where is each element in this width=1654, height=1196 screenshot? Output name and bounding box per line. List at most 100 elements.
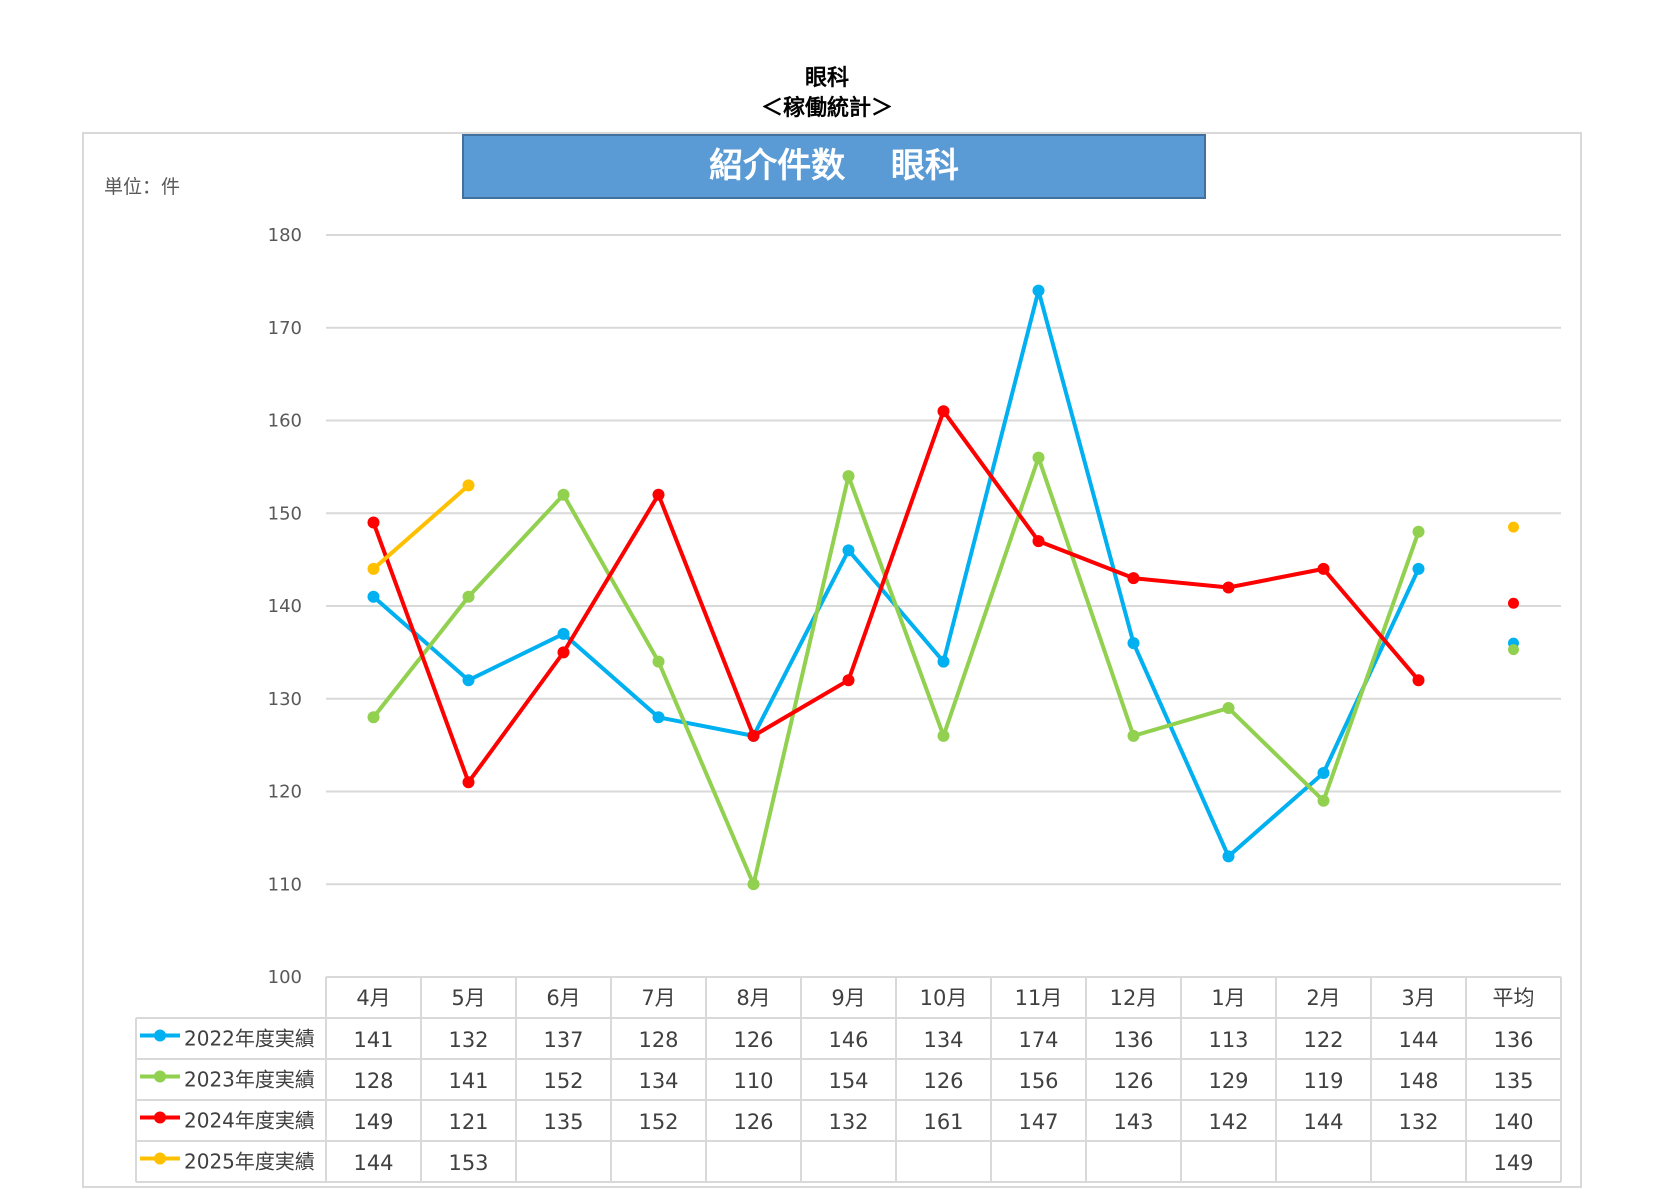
data-cell: 147 xyxy=(1018,1110,1058,1134)
data-point xyxy=(842,544,855,557)
data-cell: 135 xyxy=(543,1110,583,1134)
data-cell: 132 xyxy=(1398,1110,1438,1134)
x-category-label: 平均 xyxy=(1493,986,1535,1010)
average-point xyxy=(1508,597,1519,609)
data-cell: 132 xyxy=(448,1028,488,1052)
legend-label: 2023年度実績 xyxy=(184,1068,315,1092)
legend-marker xyxy=(154,1152,166,1165)
data-point xyxy=(747,729,760,742)
legend-marker xyxy=(154,1029,166,1042)
data-point xyxy=(1032,535,1045,548)
chart-frame xyxy=(82,132,1582,1188)
data-cell: 110 xyxy=(733,1069,773,1093)
data-point xyxy=(1222,702,1235,715)
data-point xyxy=(1412,525,1425,538)
average-point xyxy=(1508,644,1519,656)
data-point xyxy=(557,627,570,640)
data-point xyxy=(1317,766,1330,779)
data-cell: 161 xyxy=(923,1110,963,1134)
data-cell: 148 xyxy=(1398,1069,1438,1093)
data-point xyxy=(1222,850,1235,863)
x-category-label: 5月 xyxy=(451,986,485,1010)
page-title: 眼科 xyxy=(804,66,849,91)
data-point xyxy=(367,711,380,724)
data-point xyxy=(1317,562,1330,575)
data-cell: 154 xyxy=(828,1069,868,1093)
legend-label: 2022年度実績 xyxy=(184,1027,315,1051)
data-cell: 149 xyxy=(353,1110,393,1134)
data-cell: 128 xyxy=(353,1069,393,1093)
data-point xyxy=(557,646,570,659)
unit-label: 単位：件 xyxy=(104,176,181,198)
series-line-2024年度実績 xyxy=(371,409,1421,785)
data-cell: 152 xyxy=(543,1069,583,1093)
series-line-2022年度実績 xyxy=(372,288,1421,859)
data-cell: 174 xyxy=(1018,1028,1058,1052)
data-point xyxy=(652,711,665,724)
average-cell: 140 xyxy=(1493,1110,1533,1134)
data-cell: 119 xyxy=(1303,1069,1343,1093)
data-point xyxy=(1127,572,1140,585)
data-cell: 144 xyxy=(1398,1028,1438,1052)
data-cell: 142 xyxy=(1208,1110,1248,1134)
y-tick-label: 140 xyxy=(268,596,302,617)
data-point xyxy=(842,470,855,483)
data-cell: 126 xyxy=(733,1110,773,1134)
data-cell: 122 xyxy=(1303,1028,1343,1052)
data-point xyxy=(937,729,950,742)
data-cell: 132 xyxy=(828,1110,868,1134)
data-cell: 113 xyxy=(1208,1028,1248,1052)
data-point xyxy=(1032,284,1045,297)
y-tick-label: 170 xyxy=(268,318,302,339)
x-category-label: 3月 xyxy=(1401,986,1435,1010)
data-point xyxy=(652,655,665,668)
data-cell: 129 xyxy=(1208,1069,1248,1093)
series-line-2023年度実績 xyxy=(371,455,1421,887)
data-point xyxy=(1127,637,1140,650)
average-cell: 149 xyxy=(1493,1151,1533,1175)
data-cell: 146 xyxy=(828,1028,868,1052)
data-cell: 134 xyxy=(638,1069,678,1093)
data-point xyxy=(557,488,570,501)
data-point xyxy=(1222,581,1235,594)
data-cell: 156 xyxy=(1018,1069,1058,1093)
data-cell: 136 xyxy=(1113,1028,1153,1052)
data-point xyxy=(367,562,380,575)
x-category-label: 2月 xyxy=(1306,986,1340,1010)
data-point xyxy=(367,590,380,603)
data-point xyxy=(937,655,950,668)
data-point xyxy=(1317,794,1330,807)
data-cell: 143 xyxy=(1113,1110,1153,1134)
x-category-label: 7月 xyxy=(641,986,675,1010)
data-point xyxy=(1412,562,1425,575)
data-cell: 153 xyxy=(448,1151,488,1175)
data-cell: 128 xyxy=(638,1028,678,1052)
data-point xyxy=(1127,729,1140,742)
chart-title-banner: 紹介件数 眼科 xyxy=(462,134,1206,199)
data-cell: 126 xyxy=(733,1028,773,1052)
x-category-label: 1月 xyxy=(1211,986,1245,1010)
y-tick-label: 150 xyxy=(268,503,302,524)
x-category-label: 10月 xyxy=(920,986,968,1010)
y-tick-label: 130 xyxy=(268,689,302,710)
data-cell: 134 xyxy=(923,1028,963,1052)
x-category-label: 12月 xyxy=(1110,986,1158,1010)
data-point xyxy=(462,776,475,789)
average-point xyxy=(1508,521,1519,533)
data-point xyxy=(652,488,665,501)
data-cell: 141 xyxy=(448,1069,488,1093)
legend-marker xyxy=(154,1111,166,1124)
legend-marker xyxy=(154,1070,166,1083)
average-cell: 135 xyxy=(1493,1069,1533,1093)
average-cell: 136 xyxy=(1493,1028,1533,1052)
y-tick-label: 120 xyxy=(268,782,302,803)
data-cell: 141 xyxy=(353,1028,393,1052)
data-cell: 126 xyxy=(1113,1069,1153,1093)
x-category-label: 4月 xyxy=(356,986,390,1010)
legend-label: 2025年度実績 xyxy=(184,1150,315,1174)
page-subtitle: ＜稼働統計＞ xyxy=(760,96,893,121)
data-point xyxy=(747,878,760,891)
y-tick-label: 160 xyxy=(268,411,302,432)
data-cell: 152 xyxy=(638,1110,678,1134)
